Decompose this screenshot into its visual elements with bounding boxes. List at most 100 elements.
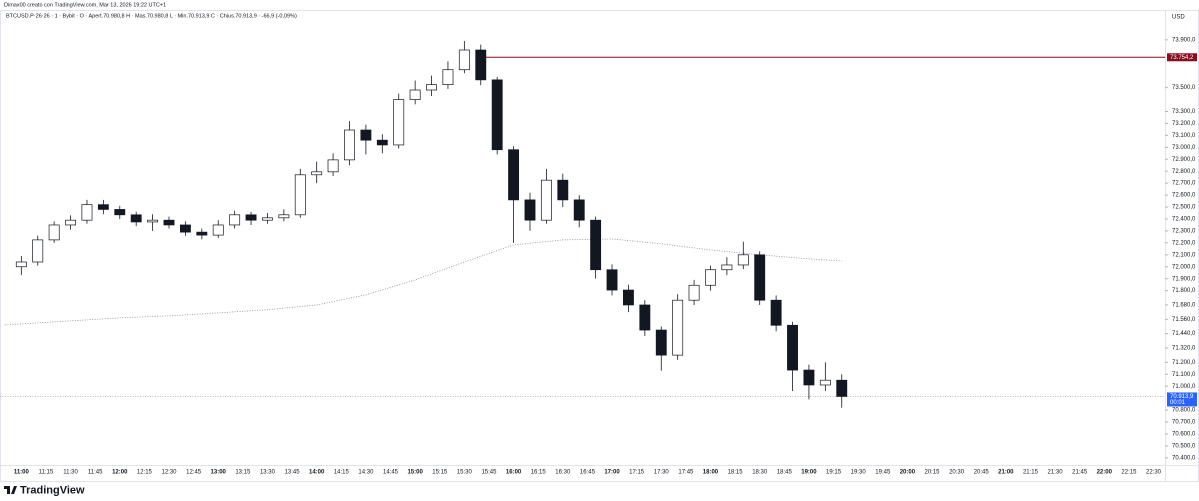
candle [721,257,733,276]
candle [606,264,618,296]
candle-body [327,159,339,173]
candle-body [245,214,257,221]
x-tick-label: 16:45 [580,470,596,476]
candle [376,134,388,154]
candle-body [65,219,76,226]
candle-body [754,254,766,301]
x-tick-label: 18:30 [752,470,768,476]
level-label: 73.754,2 [1170,55,1194,61]
candle [426,75,437,96]
candle [475,44,487,86]
candle-body [442,69,454,85]
candle-body [48,224,60,241]
y-tick-label: 73.200,0 [1172,121,1196,127]
candle [770,295,782,332]
x-tick-label: 21:45 [1072,470,1088,476]
logo-icon [4,486,17,494]
candle [508,146,520,243]
candle [573,195,585,228]
x-tick-label: 14:30 [358,470,374,476]
y-tick-label: 71.200,0 [1172,360,1196,366]
x-tick-label: 19:00 [801,470,817,476]
candle-body [212,224,224,236]
x-tick-label: 17:45 [678,470,694,476]
candle-body [524,199,536,221]
y-tick-label: 72.700,0 [1172,181,1196,187]
candle [623,284,634,313]
candle-body [770,299,782,326]
candle-body [97,204,109,210]
candle [705,265,716,291]
candle [147,214,159,231]
vwap-line [4,238,842,326]
candle [229,210,241,229]
x-tick-label: 18:00 [703,470,719,476]
y-tick-label: 73.000,0 [1172,145,1196,151]
candle [212,220,224,239]
x-tick-label: 16:00 [506,470,522,476]
y-tick-label: 70.700,0 [1172,420,1196,426]
candle-body [81,204,93,221]
candle-body [688,284,700,301]
x-tick-label: 21:30 [1048,470,1064,476]
candle-body [409,89,421,100]
x-tick-label: 19:45 [875,470,891,476]
candle-body [836,379,848,397]
candle [655,326,667,371]
candle [442,61,454,89]
x-tick-label: 22:00 [1097,470,1113,476]
x-tick-label: 19:15 [826,470,842,476]
candle-body [311,171,323,176]
candle [360,124,372,155]
level-label-bg [1167,53,1197,62]
y-tick-label: 71.560,0 [1172,317,1196,323]
candle-body [426,84,437,91]
candle [688,279,700,305]
y-tick-label: 73.100,0 [1172,133,1196,139]
x-tick-label: 13:30 [260,470,276,476]
y-tick-label: 72.900,0 [1172,157,1196,163]
candle [245,211,257,225]
candle [491,76,503,155]
x-tick-label: 11:45 [88,470,103,476]
x-tick-label: 20:30 [949,470,965,476]
y-tick-label: 70.800,0 [1172,408,1196,414]
y-tick-label: 71.100,0 [1172,372,1196,378]
candle-body [458,49,470,71]
x-tick-label: 13:00 [211,470,227,476]
x-tick-label: 14:45 [383,470,399,476]
currency: USD [1172,15,1185,21]
candle-body [819,379,831,386]
x-tick-label: 12:30 [161,470,177,476]
candle [344,121,355,166]
y-tick-label: 72.500,0 [1172,205,1196,211]
candle-body [705,269,716,286]
candle [163,216,175,229]
x-tick-label: 13:45 [285,470,301,476]
candle [15,256,27,276]
candle-body [294,174,306,216]
candle [32,235,44,266]
y-tick-label: 72.200,0 [1172,240,1196,246]
candle-body [344,129,355,161]
candle-body [573,199,585,221]
candle [540,168,552,224]
x-tick-label: 20:45 [974,470,990,476]
x-tick-label: 11:30 [63,470,78,476]
x-tick-label: 17:30 [654,470,670,476]
candle [672,294,684,360]
candle [311,161,323,184]
candle-body [672,299,684,356]
candle [97,199,109,215]
candle [130,211,142,227]
candle-body [147,219,159,223]
x-tick-label: 17:00 [604,470,620,476]
y-tick-label: 71.440,0 [1172,331,1196,337]
candle-body [655,329,667,356]
y-tick-label: 72.400,0 [1172,217,1196,223]
candle [787,321,798,391]
x-tick-label: 12:45 [186,470,202,476]
candle-body [557,179,569,201]
candle-body [262,217,273,221]
x-tick-label: 22:15 [1121,470,1137,476]
